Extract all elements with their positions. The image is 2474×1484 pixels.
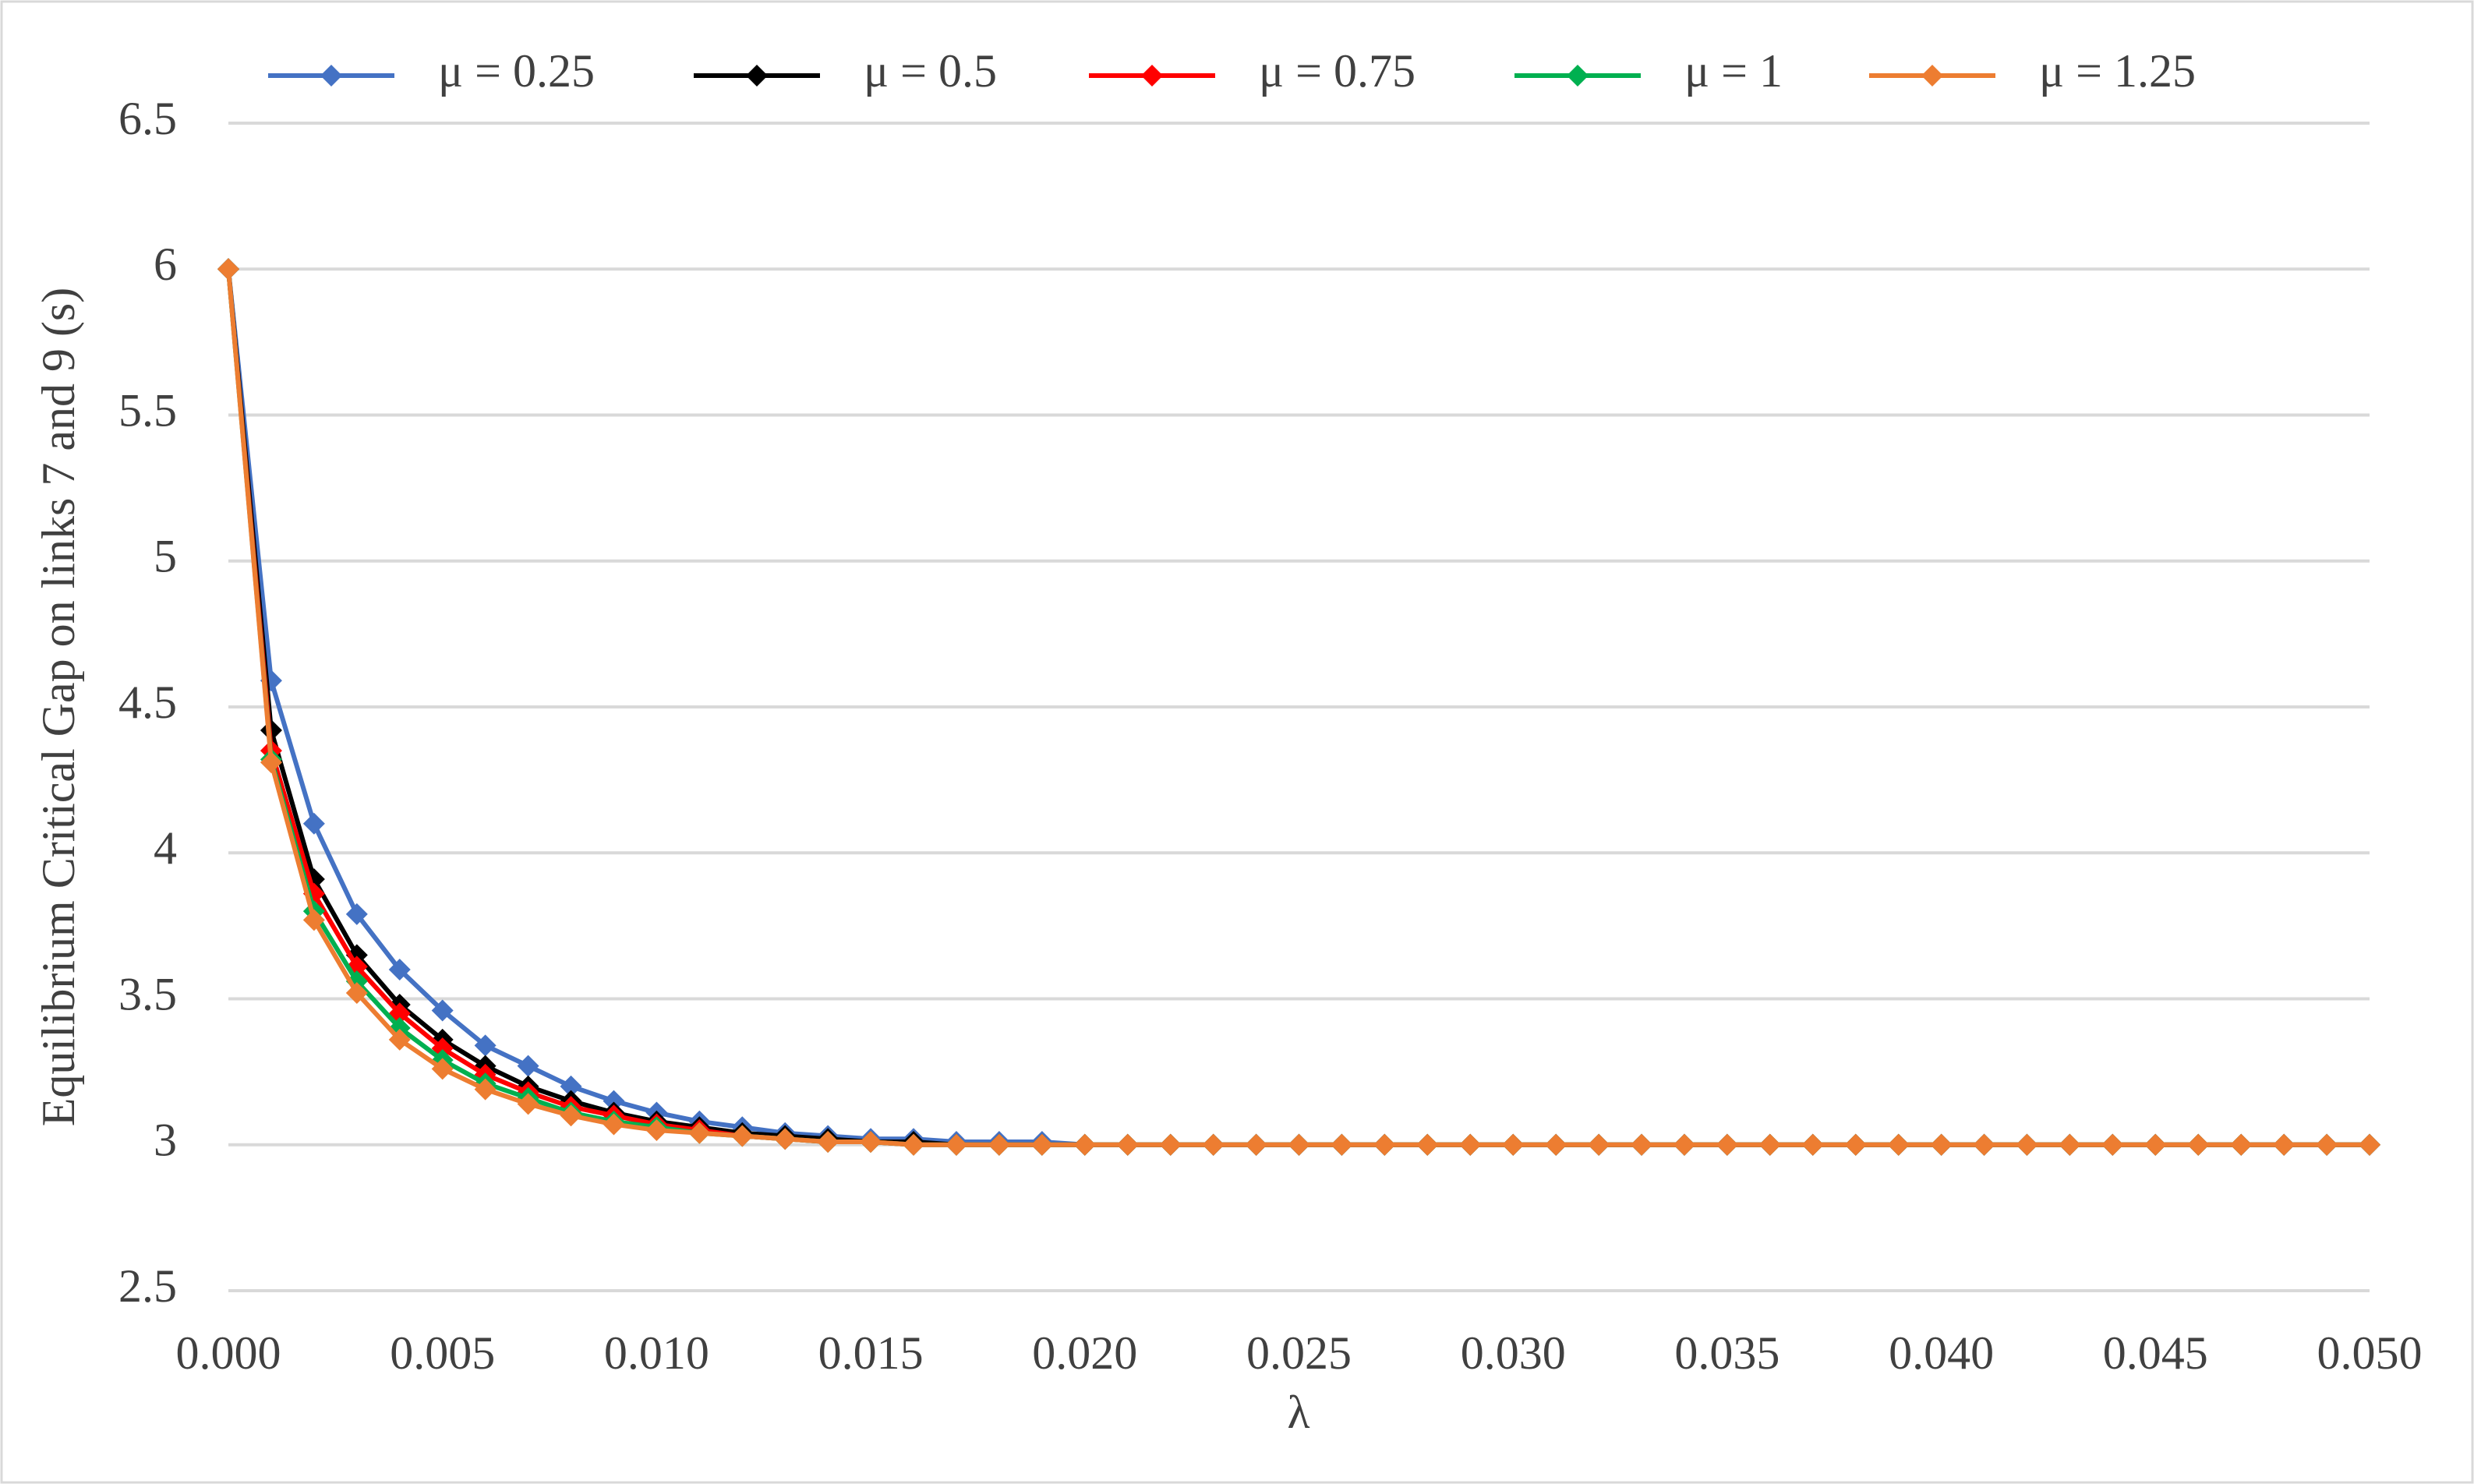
data-point <box>1545 1133 1567 1156</box>
legend-marker <box>320 65 342 87</box>
data-point <box>1930 1133 1953 1156</box>
legend-marker <box>1921 65 1943 87</box>
data-point <box>1844 1133 1867 1156</box>
data-point <box>345 903 368 925</box>
x-tick-label: 0.050 <box>2317 1327 2423 1379</box>
data-point <box>2016 1133 2038 1156</box>
data-point <box>1159 1133 1182 1156</box>
data-point <box>1758 1133 1781 1156</box>
data-point <box>2273 1133 2296 1156</box>
data-point <box>1288 1133 1310 1156</box>
data-point <box>388 959 411 981</box>
data-point <box>217 258 239 281</box>
data-point <box>1502 1133 1525 1156</box>
data-point <box>1331 1133 1353 1156</box>
y-tick-label: 3.5 <box>118 968 177 1019</box>
data-point <box>474 1034 497 1057</box>
y-tick-label: 5 <box>154 531 177 582</box>
data-point <box>1973 1133 1995 1156</box>
legend-label: μ = 0.75 <box>1259 45 1415 97</box>
data-point <box>1373 1133 1396 1156</box>
legend-marker <box>1567 65 1589 87</box>
data-point <box>817 1131 839 1154</box>
y-tick-label: 6.5 <box>118 93 177 144</box>
legend-marker <box>746 65 768 87</box>
data-point <box>1416 1133 1439 1156</box>
legend-label: μ = 1.25 <box>2039 45 2196 97</box>
y-tick-label: 4.5 <box>118 677 177 728</box>
data-point <box>2316 1133 2338 1156</box>
data-point <box>1202 1133 1225 1156</box>
data-point <box>345 982 368 1005</box>
x-tick-label: 0.045 <box>2103 1327 2208 1379</box>
data-point <box>517 1055 539 1077</box>
x-axis-label: λ <box>1287 1387 1309 1438</box>
data-point <box>1887 1133 1910 1156</box>
data-point <box>431 1058 454 1080</box>
data-point <box>2101 1133 2124 1156</box>
data-point <box>1631 1133 1653 1156</box>
data-point <box>603 1113 625 1136</box>
data-point <box>988 1133 1010 1156</box>
data-point <box>2359 1133 2380 1156</box>
legend-marker <box>1141 65 1163 87</box>
data-point <box>474 1078 497 1101</box>
data-point <box>431 999 454 1022</box>
data-point <box>388 1028 411 1051</box>
x-tick-label: 0.005 <box>390 1327 495 1379</box>
data-point <box>1716 1133 1738 1156</box>
y-tick-label: 3 <box>154 1115 177 1166</box>
data-point <box>1030 1133 1053 1156</box>
data-point <box>731 1125 754 1147</box>
data-point <box>860 1131 882 1154</box>
x-tick-label: 0.040 <box>1889 1327 1994 1379</box>
legend-label: μ = 0.5 <box>864 45 997 97</box>
data-point <box>1801 1133 1824 1156</box>
data-point <box>645 1119 668 1142</box>
data-point <box>1116 1133 1139 1156</box>
data-point <box>560 1104 582 1127</box>
y-tick-label: 5.5 <box>118 384 177 436</box>
data-point <box>1245 1133 1267 1156</box>
data-point <box>1459 1133 1482 1156</box>
data-point <box>1073 1133 1096 1156</box>
data-point <box>560 1075 582 1097</box>
y-axis-label: Equilibrium Critical Gap on links 7 and … <box>33 288 84 1127</box>
x-tick-label: 0.025 <box>1246 1327 1352 1379</box>
data-point <box>774 1128 797 1150</box>
legend-label: μ = 1 <box>1684 45 1783 97</box>
x-tick-label: 0.000 <box>176 1327 281 1379</box>
data-point <box>2187 1133 2210 1156</box>
data-point <box>517 1093 539 1115</box>
data-point <box>1588 1133 1610 1156</box>
x-tick-label: 0.030 <box>1461 1327 1566 1379</box>
data-point <box>688 1122 711 1144</box>
data-point <box>945 1133 967 1156</box>
data-point <box>302 812 325 835</box>
data-point <box>302 909 325 931</box>
x-tick-label: 0.010 <box>604 1327 709 1379</box>
y-tick-label: 6 <box>154 238 177 290</box>
data-point <box>903 1133 925 1156</box>
legend-label: μ = 0.25 <box>438 45 595 97</box>
x-tick-label: 0.035 <box>1674 1327 1780 1379</box>
x-tick-label: 0.015 <box>818 1327 924 1379</box>
data-point <box>2230 1133 2253 1156</box>
data-point <box>260 751 282 774</box>
data-point <box>1673 1133 1695 1156</box>
data-point <box>2059 1133 2081 1156</box>
y-tick-label: 2.5 <box>118 1260 177 1312</box>
data-point <box>603 1090 625 1112</box>
x-tick-label: 0.020 <box>1032 1327 1137 1379</box>
data-point <box>2144 1133 2167 1156</box>
y-tick-label: 4 <box>154 822 177 874</box>
